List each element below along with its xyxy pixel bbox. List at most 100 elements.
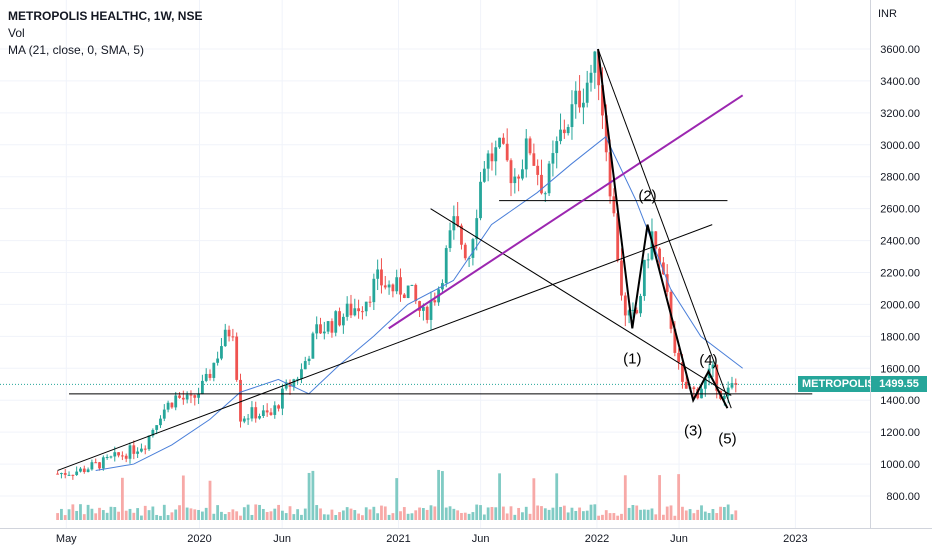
time-axis[interactable]: May 2020 Jun 2021 Jun 2022 Jun 2023 [0, 528, 932, 546]
candle-body [421, 306, 425, 311]
volume-bar [700, 505, 703, 520]
candle-body [140, 448, 143, 452]
candle-body [334, 311, 338, 333]
candle-body [574, 90, 578, 105]
candle-body [105, 456, 109, 458]
candle-body [239, 379, 242, 422]
candle-body [231, 336, 235, 338]
candle-body [578, 90, 581, 108]
candle-body [71, 474, 75, 476]
candle-body [589, 72, 593, 83]
volume-bar [353, 510, 357, 520]
candle-body [162, 409, 166, 419]
candle-body [601, 85, 604, 116]
candle-body [86, 469, 90, 473]
volume-bar [406, 513, 410, 520]
volume-bar [509, 506, 513, 520]
price-axis[interactable]: 3600.00 3400.00 3200.00 3000.00 2800.00 2600.… [870, 0, 932, 550]
trendline-upper-channel [388, 94, 744, 330]
candle-body [250, 407, 254, 419]
candle-body [692, 387, 696, 390]
candle-body [368, 301, 372, 303]
volume-bar [612, 513, 616, 520]
candle-body [109, 456, 113, 458]
candle-body [395, 277, 399, 292]
candle-body [296, 378, 300, 380]
candle-body [551, 153, 555, 164]
volume-bar [570, 507, 574, 520]
candle-body [242, 418, 246, 422]
candle-body [265, 410, 269, 413]
wave-label-5: (5) [718, 430, 736, 447]
volume-bar [185, 507, 189, 520]
volume-bar [155, 514, 159, 520]
price-tick-label: 800.00 [886, 491, 920, 503]
volume-bar [296, 509, 300, 520]
volume-bar [627, 507, 631, 520]
candle-body [665, 274, 669, 292]
volume-bar [662, 514, 665, 520]
volume-bar [421, 508, 425, 520]
volume-bar [715, 513, 719, 520]
candle-body [593, 51, 597, 73]
candle-body [178, 395, 181, 398]
volume-bar [368, 509, 372, 520]
candle-body [170, 402, 174, 408]
candle-body [200, 380, 204, 394]
candle-body [486, 153, 490, 169]
candle-body [662, 262, 665, 275]
price-tick-label: 1000.00 [880, 459, 920, 471]
volume-bar [86, 504, 90, 520]
time-tick-label: Jun [472, 533, 490, 545]
candle-body [353, 308, 357, 316]
candlestick-series [56, 50, 738, 480]
volume-bar [707, 512, 711, 520]
candle-body [604, 115, 608, 153]
last-price-symbol-badge: METROPOLIS [798, 376, 875, 392]
wave-label-2: (2) [638, 188, 656, 205]
candle-body [94, 462, 98, 464]
volume-bar [120, 477, 124, 520]
volume-bar [159, 515, 162, 520]
wave-label-4: (4) [699, 352, 717, 369]
volume-bar [254, 504, 258, 520]
candle-body [540, 174, 543, 194]
candle-body [101, 457, 105, 469]
candle-body [623, 295, 627, 316]
candle-body [117, 452, 120, 456]
volume-bar [383, 506, 387, 520]
candle-body [631, 309, 635, 311]
volume-indicator-label[interactable]: Vol [8, 26, 25, 40]
volume-bar [665, 506, 669, 520]
chart-legend: METROPOLIS HEALTHC, 1W, NSE Vol MA (21, … [8, 8, 202, 59]
volume-bar [143, 505, 147, 520]
volume-bar [684, 510, 688, 520]
candle-body [303, 361, 307, 370]
volume-bar [189, 508, 193, 520]
volume-bar [208, 480, 212, 520]
candle-body [124, 455, 128, 459]
wave-label-1: (1) [623, 350, 641, 367]
volume-bar [703, 511, 707, 520]
candle-body [433, 300, 437, 303]
candle-body [227, 329, 231, 337]
price-tick-label: 2600.00 [880, 204, 920, 216]
candle-body [151, 429, 155, 436]
trendline-down-trend-top [597, 48, 732, 409]
volume-bar [281, 510, 284, 520]
volume-bar [162, 504, 166, 520]
volume-bar [200, 511, 204, 520]
symbol-title[interactable]: METROPOLIS HEALTHC, 1W, NSE [8, 9, 203, 23]
volume-bar [562, 505, 566, 520]
volume-bar [147, 510, 151, 520]
volume-bar [581, 511, 585, 520]
ma-indicator-label[interactable]: MA (21, close, 0, SMA, 5) [8, 43, 145, 57]
time-tick-label: 2020 [187, 533, 211, 545]
volume-bar [193, 509, 197, 520]
volume-bar [456, 510, 460, 520]
volume-bar [364, 507, 368, 520]
candle-body [715, 364, 719, 391]
candle-body [258, 415, 261, 419]
candle-body [349, 303, 353, 316]
